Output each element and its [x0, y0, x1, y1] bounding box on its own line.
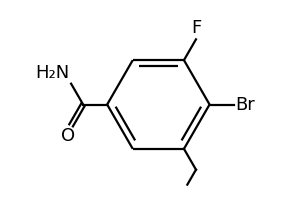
Text: F: F [191, 19, 201, 37]
Text: H₂N: H₂N [35, 64, 69, 82]
Text: O: O [61, 127, 75, 145]
Text: Br: Br [235, 96, 255, 113]
